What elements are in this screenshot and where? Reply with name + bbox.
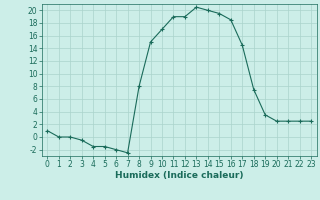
X-axis label: Humidex (Indice chaleur): Humidex (Indice chaleur) xyxy=(115,171,244,180)
